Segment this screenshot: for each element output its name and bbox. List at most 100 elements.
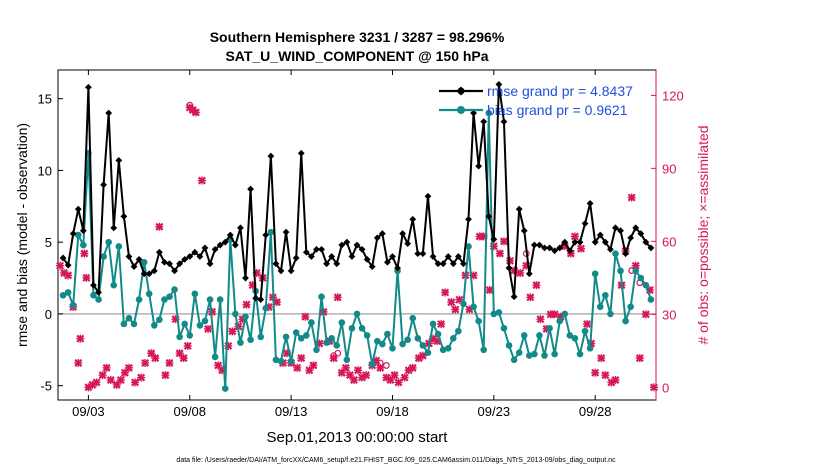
bias-point (566, 332, 574, 339)
rmse-point (419, 250, 427, 258)
rmse-point (495, 80, 503, 88)
obs-assimilated-point (175, 349, 184, 358)
rmse-point (404, 240, 412, 248)
rmse-point (642, 238, 650, 246)
bias-point (409, 314, 417, 322)
bias-point (297, 335, 305, 342)
obs-assimilated-point (341, 363, 350, 372)
obs-assimilated-point (349, 376, 358, 385)
obs-assimilated-point (641, 310, 650, 319)
rmse-point (460, 260, 467, 268)
obs-assimilated-point (301, 312, 310, 321)
x-tick-label: 09/08 (173, 404, 206, 419)
obs-assimilated-point (400, 373, 409, 382)
rmse-point (166, 260, 173, 268)
obs-assimilated-point (224, 341, 233, 350)
bias-point (313, 346, 320, 354)
bias-point (602, 291, 609, 299)
rmse-point (505, 264, 513, 272)
x-axis-label: Sep.01,2013 00:00:00 start (267, 429, 449, 446)
rmse-point (465, 215, 472, 223)
obs-assimilated-point (390, 371, 399, 380)
bias-point (591, 270, 599, 278)
bias-point (465, 243, 472, 250)
bias-point (80, 241, 87, 249)
bias-point (384, 330, 391, 338)
rmse-point (541, 244, 548, 252)
bias-point (318, 293, 325, 300)
bias-point (460, 300, 467, 308)
y2-axis-label: # of obs: o=possible; ×=assimilated (695, 125, 711, 344)
bias-point (110, 281, 118, 289)
rmse-point (546, 244, 553, 252)
bias-point (308, 319, 315, 326)
bias-point (622, 317, 629, 325)
bias-point (632, 267, 640, 275)
rmse-point (282, 228, 290, 236)
obs-assimilated-point (485, 286, 494, 295)
rmse-point (85, 83, 92, 91)
y-tick-label: 10 (38, 163, 52, 178)
rmse-point (530, 241, 538, 249)
rmse-point (454, 253, 462, 260)
obs-assimilated-point (297, 354, 306, 363)
rmse-point (211, 245, 219, 253)
obs-assimilated-point (56, 261, 65, 270)
bias-point (90, 291, 97, 299)
obs-assimilated-point (451, 305, 460, 314)
obs-assimilated-point (76, 334, 85, 343)
bias-point (115, 243, 123, 250)
obs-assimilated-point (305, 366, 314, 375)
bias-point (216, 296, 224, 303)
rmse-point (612, 224, 619, 232)
bias-point (373, 337, 381, 345)
bias-point (191, 290, 199, 298)
bias-point (262, 304, 270, 312)
rmse-point (257, 296, 265, 303)
rmse-point (155, 248, 163, 256)
bias-point (237, 339, 244, 346)
obs-assimilated-point (228, 327, 237, 336)
obs-assimilated-point (635, 354, 644, 363)
bias-point (495, 309, 503, 316)
obs-assimilated-point (489, 242, 498, 251)
bias-point (429, 320, 437, 328)
rmse-point (277, 267, 285, 275)
bias-point (292, 329, 300, 336)
obs-possible-point (334, 349, 342, 357)
bias-point (105, 238, 112, 246)
bias-point (500, 324, 508, 332)
rmse-point (226, 231, 234, 239)
obs-assimilated-point (597, 354, 606, 363)
legend-bias-label: bias grand pr = 0.9621 (487, 102, 628, 118)
rmse-point (120, 212, 128, 220)
obs-assimilated-point (191, 108, 200, 117)
bias-point (171, 286, 178, 293)
obs-assimilated-point (532, 281, 541, 290)
obs-assimilated-point (376, 363, 385, 372)
rmse-point (647, 244, 655, 252)
rmse-point (627, 234, 635, 242)
rmse-point (252, 294, 260, 302)
bias-point (581, 327, 589, 335)
bias-point (161, 296, 168, 303)
rmse-point (292, 254, 300, 262)
rmse-point (307, 253, 315, 260)
rmse-point (90, 281, 97, 289)
obs-possible-point (186, 101, 194, 109)
bias-point (353, 310, 361, 318)
rmse-point (186, 253, 194, 260)
bias-point (150, 322, 158, 329)
rmse-point (378, 230, 386, 237)
bias-point (617, 267, 624, 275)
rmse-point (368, 263, 376, 270)
rmse-point (358, 245, 366, 253)
bias-point (485, 109, 493, 117)
obs-assimilated-point (204, 324, 213, 333)
legend: rmse grand pr = 4.8437 bias grand pr = 0… (439, 83, 633, 118)
bias-point (612, 250, 619, 257)
rmse-point (313, 245, 320, 253)
bias-point (74, 231, 82, 239)
rmse-point (125, 253, 133, 260)
